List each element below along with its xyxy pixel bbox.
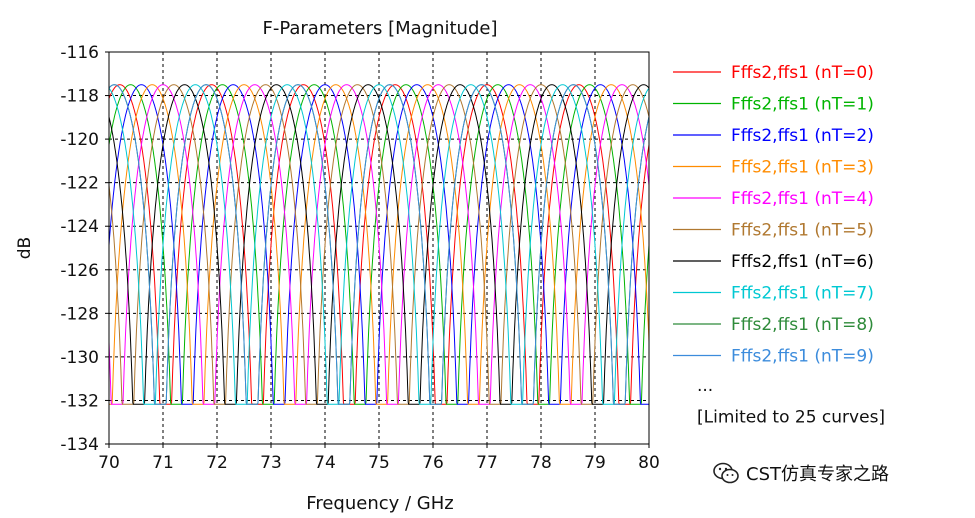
curves	[109, 84, 649, 405]
legend-label: Fffs2,ffs1 (nT=7)	[731, 284, 874, 304]
x-ticks: 70 71 72 73 74 75 76 77 78 79 80	[98, 444, 660, 473]
x-tick-label: 77	[476, 453, 498, 473]
series-line	[109, 84, 649, 405]
x-tick-label: 72	[206, 453, 228, 473]
legend: Fffs2,ffs1 (nT=0) Fffs2,ffs1 (nT=1) Fffs2,…	[673, 63, 885, 428]
x-tick-label: 80	[638, 453, 660, 473]
y-tick-label: -118	[60, 87, 99, 107]
legend-label: Fffs2,ffs1 (nT=1)	[731, 95, 874, 115]
x-tick-label: 74	[314, 453, 336, 473]
x-tick-label: 73	[260, 453, 282, 473]
y-tick-label: -134	[60, 435, 99, 455]
legend-more: ...	[697, 376, 713, 396]
x-tick-label: 78	[530, 453, 552, 473]
y-tick-label: -128	[60, 304, 99, 324]
y-axis-label: dB	[15, 237, 35, 259]
legend-label: Fffs2,ffs1 (nT=2)	[731, 126, 874, 146]
x-tick-label: 75	[368, 453, 390, 473]
x-tick-label: 79	[584, 453, 606, 473]
watermark-text: CST仿真专家之路	[746, 464, 889, 485]
y-tick-label: -126	[60, 261, 99, 281]
x-tick-label: 71	[152, 453, 174, 473]
legend-label: Fffs2,ffs1 (nT=9)	[731, 347, 874, 367]
watermark: CST仿真专家之路	[712, 460, 889, 486]
x-tick-label: 70	[98, 453, 120, 473]
legend-label: Fffs2,ffs1 (nT=6)	[731, 252, 874, 272]
wechat-icon	[712, 461, 740, 485]
series-line	[109, 84, 649, 405]
series-line	[109, 84, 649, 405]
y-tick-label: -120	[60, 130, 99, 150]
x-tick-label: 76	[422, 453, 444, 473]
legend-label: Fffs2,ffs1 (nT=0)	[731, 63, 874, 83]
legend-label: Fffs2,ffs1 (nT=8)	[731, 315, 874, 335]
series-line	[109, 84, 649, 405]
legend-label: Fffs2,ffs1 (nT=3)	[731, 158, 874, 178]
y-tick-label: -132	[60, 391, 99, 411]
series-line	[109, 84, 649, 405]
y-tick-label: -124	[60, 217, 99, 237]
y-ticks: -116 -118 -120 -122 -124 -126 -128 -130 -132 -134	[60, 43, 109, 455]
y-tick-label: -122	[60, 174, 99, 194]
y-tick-label: -116	[60, 43, 99, 63]
legend-label: Fffs2,ffs1 (nT=4)	[731, 189, 874, 209]
legend-label: Fffs2,ffs1 (nT=5)	[731, 221, 874, 241]
series-line	[109, 84, 649, 405]
chart-title: F-Parameters [Magnitude]	[262, 18, 497, 39]
series-line	[109, 84, 649, 405]
y-tick-label: -130	[60, 348, 99, 368]
legend-note: [Limited to 25 curves]	[697, 408, 885, 428]
x-axis-label: Frequency / GHz	[306, 493, 453, 514]
series-line	[109, 84, 649, 405]
